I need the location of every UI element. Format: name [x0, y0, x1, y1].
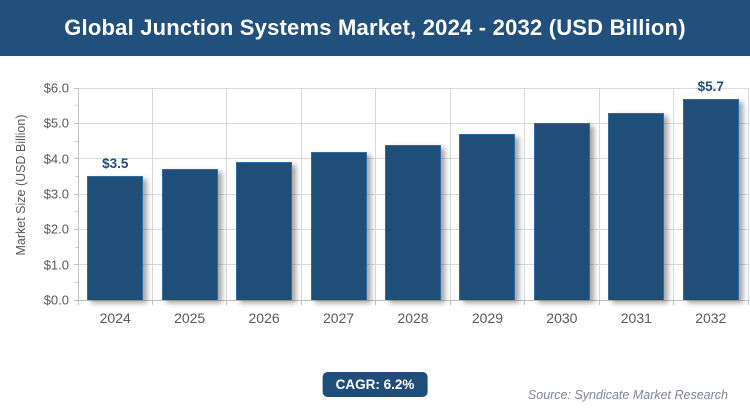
bar-2025	[161, 169, 218, 300]
x-axis-label: 2027	[322, 310, 355, 326]
y-axis-tick	[74, 264, 78, 266]
x-axis-tick	[375, 300, 377, 305]
bar-2028	[385, 144, 441, 300]
bar-value-label: $5.7	[697, 78, 724, 94]
x-gridline	[673, 88, 675, 300]
y-axis-tick	[74, 193, 78, 195]
y-axis-tick-label: $6.0	[43, 80, 69, 96]
y-axis-tick	[74, 122, 78, 124]
y-gridline	[78, 299, 748, 301]
x-axis-label: 2024	[99, 310, 131, 326]
y-axis-tick-label: $3.0	[43, 186, 69, 202]
x-gridline	[226, 88, 228, 300]
cagr-badge: CAGR: 6.2%	[322, 372, 428, 397]
y-axis-tick	[74, 87, 78, 89]
y-axis-minor-tick	[75, 175, 78, 177]
x-gridline	[747, 88, 749, 300]
y-axis-tick-label: $1.0	[43, 257, 69, 273]
x-axis-tick	[77, 300, 79, 305]
bar-2026	[236, 162, 293, 300]
x-gridline	[524, 88, 526, 300]
x-gridline	[449, 88, 451, 300]
x-axis-tick	[673, 300, 675, 305]
y-axis-minor-tick	[75, 105, 78, 107]
x-axis-tick	[226, 300, 228, 305]
chart-title-banner: Global Junction Systems Market, 2024 - 2…	[0, 0, 750, 56]
bar-2030	[533, 123, 590, 300]
bar-value-label: $3.5	[102, 156, 129, 172]
x-axis-tick	[449, 300, 451, 305]
y-axis-tick	[74, 228, 78, 230]
x-gridline	[375, 88, 377, 300]
bar-2024	[87, 176, 144, 300]
x-axis-label: 2028	[397, 310, 429, 326]
y-axis-tick	[74, 299, 78, 301]
bar-chart: Market Size (USD Billion) $0.0 $1.0 $2.0 $3…	[0, 56, 750, 366]
y-axis-tick-label: $5.0	[43, 115, 69, 131]
x-axis-label: 2029	[471, 310, 504, 326]
x-gridline	[300, 88, 302, 300]
x-axis-tick	[747, 300, 749, 305]
x-gridline	[598, 88, 600, 300]
source-note: Source: Syndicate Market Research	[527, 388, 728, 402]
x-axis-label: 2032	[695, 310, 727, 326]
y-axis-tick-label: $2.0	[43, 221, 69, 237]
x-gridline	[151, 88, 153, 300]
y-axis-minor-tick	[75, 246, 78, 248]
chart-title: Global Junction Systems Market, 2024 - 2…	[64, 15, 686, 40]
x-axis-label: 2026	[248, 310, 280, 326]
y-axis-minor-tick	[75, 211, 78, 213]
y-axis-tick	[74, 158, 78, 160]
y-axis-tick-label: $0.0	[43, 292, 69, 308]
x-axis-label: 2031	[620, 310, 652, 326]
y-axis-title: Market Size (USD Billion)	[14, 114, 28, 256]
x-axis-tick	[151, 300, 153, 305]
bar-2031	[608, 112, 665, 300]
y-axis-tick-label: $4.0	[43, 151, 69, 167]
bar-2029	[459, 133, 516, 300]
y-axis-line	[78, 88, 79, 300]
y-axis-minor-tick	[75, 281, 78, 283]
x-axis-tick	[300, 300, 302, 305]
plot-area: $0.0 $1.0 $2.0 $3.0 $4.0 $5.0 $6.0 2024 2025 2026…	[44, 79, 749, 326]
y-gridline	[78, 122, 748, 124]
x-axis-tick	[598, 300, 600, 305]
x-axis-label: 2030	[546, 310, 578, 326]
x-axis-tick	[524, 300, 526, 305]
bar-2032	[682, 98, 739, 300]
y-gridline	[78, 87, 748, 89]
x-axis-label: 2025	[174, 310, 206, 326]
y-axis-minor-tick	[75, 140, 78, 142]
bar-2027	[310, 151, 367, 300]
